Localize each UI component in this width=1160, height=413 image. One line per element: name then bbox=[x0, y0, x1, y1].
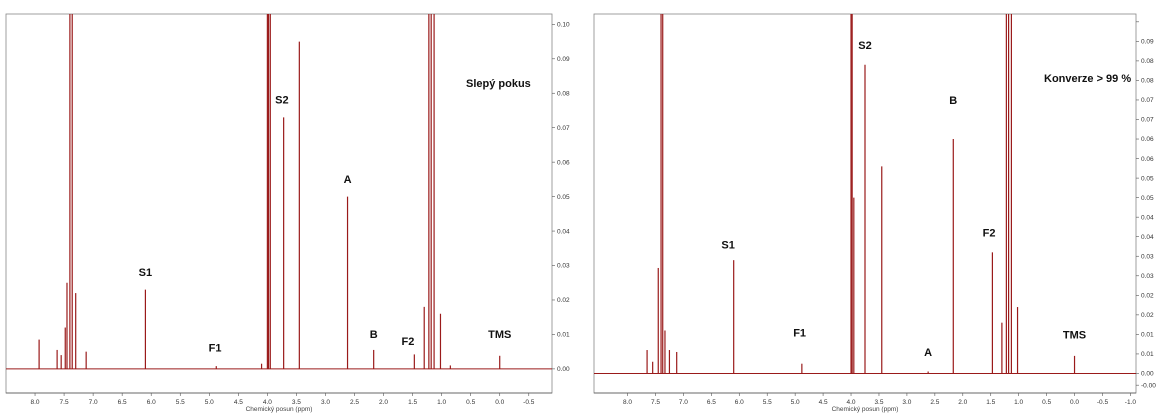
peak-label-a: A bbox=[924, 347, 932, 359]
x-tick-label: -0.5 bbox=[523, 399, 535, 406]
y-tick-label: 0.08 bbox=[1141, 78, 1154, 85]
y-axis: 0.00 0.01 0.02 0.03 0.04 0.05 0.06 0.07 0.08 0.09… bbox=[552, 22, 570, 373]
x-tick-label: 2.0 bbox=[379, 399, 388, 406]
y-tick-label: 0.04 bbox=[1141, 234, 1154, 241]
x-tick-label: 4.5 bbox=[819, 399, 828, 406]
x-tick-label: 2.5 bbox=[930, 399, 939, 406]
x-tick-label: 5.5 bbox=[176, 399, 185, 406]
x-tick-label: 5.0 bbox=[205, 399, 214, 406]
y-tick-label: 0.02 bbox=[1141, 293, 1154, 300]
x-tick-label: 7.5 bbox=[651, 399, 660, 406]
peak-label-s2: S2 bbox=[858, 40, 871, 52]
x-axis: 8.0 7.5 7.0 6.5 6.0 5.5 5.0 4.5 4.0 3.5 3.0 2.5 2.0 1… bbox=[6, 392, 552, 406]
x-tick-label: 3.0 bbox=[321, 399, 330, 406]
x-tick-label: 3.5 bbox=[874, 399, 883, 406]
x-tick-label: 1.5 bbox=[408, 399, 417, 406]
x-tick-label: 1.0 bbox=[437, 399, 446, 406]
y-tick-label: -0.00 bbox=[1141, 382, 1156, 389]
spectrum-plot-right: 8.0 7.5 7.0 6.5 6.0 5.5 5.0 4.5 4.0 3.5 3.0 2.5 2.0 1… bbox=[593, 13, 1156, 413]
x-tick-label: 4.5 bbox=[234, 399, 243, 406]
x-tick-label: 8.0 bbox=[623, 399, 632, 406]
y-tick-label: 0.05 bbox=[557, 194, 570, 201]
x-tick-label: 4.0 bbox=[847, 399, 856, 406]
y-tick-label: 0.07 bbox=[1141, 117, 1154, 124]
y-tick-label: 0.06 bbox=[1141, 136, 1154, 143]
peak-label-f2: F2 bbox=[983, 228, 996, 240]
x-tick-label: 8.0 bbox=[31, 399, 40, 406]
x-tick-label: 7.0 bbox=[89, 399, 98, 406]
y-tick-label: 0.00 bbox=[557, 366, 570, 373]
y-tick-label: 0.10 bbox=[557, 22, 570, 29]
y-tick-label: 0.07 bbox=[1141, 97, 1154, 104]
spectrum-area bbox=[594, 14, 1136, 374]
y-tick-label: 0.03 bbox=[557, 263, 570, 270]
y-tick-label: 0.01 bbox=[1141, 351, 1154, 358]
y-tick-label: 0.09 bbox=[557, 56, 570, 63]
x-axis: 8.0 7.5 7.0 6.5 6.0 5.5 5.0 4.5 4.0 3.5 3.0 2.5 2.0 1… bbox=[594, 392, 1137, 406]
x-tick-label: 0.0 bbox=[495, 399, 504, 406]
plot-frame bbox=[5, 13, 553, 394]
x-tick-label: 6.5 bbox=[707, 399, 716, 406]
peak-label-tms: TMS bbox=[488, 329, 511, 341]
x-tick-label: 1.5 bbox=[986, 399, 995, 406]
y-tick-label: 0.01 bbox=[1141, 332, 1154, 339]
y-tick-label: 0.05 bbox=[1141, 175, 1154, 182]
y-tick-label: 0.01 bbox=[557, 332, 570, 339]
y-tick-label: 0.02 bbox=[557, 297, 570, 304]
y-tick-label: 0.03 bbox=[1141, 253, 1154, 260]
y-tick-label: 0.04 bbox=[557, 228, 570, 235]
x-tick-label: 2.5 bbox=[350, 399, 359, 406]
x-tick-label: -0.5 bbox=[1097, 399, 1109, 406]
x-tick-label: 6.0 bbox=[735, 399, 744, 406]
peak-label-f2: F2 bbox=[402, 336, 415, 348]
x-tick-label: 0.0 bbox=[1070, 399, 1079, 406]
x-tick-label: 1.0 bbox=[1014, 399, 1023, 406]
peak-label-f1: F1 bbox=[209, 343, 222, 355]
x-tick-label: 7.5 bbox=[60, 399, 69, 406]
x-tick-label: 3.0 bbox=[902, 399, 911, 406]
chart-annotation: Konverze > 99 % bbox=[1044, 73, 1131, 85]
x-tick-label: 2.0 bbox=[958, 399, 967, 406]
x-tick-label: 6.0 bbox=[147, 399, 156, 406]
peak-label-f1: F1 bbox=[793, 327, 806, 339]
peak-label-a: A bbox=[344, 174, 352, 186]
peak-label-b: B bbox=[370, 329, 378, 341]
nmr-chart-konverze: 8.0 7.5 7.0 6.5 6.0 5.5 5.0 4.5 4.0 3.5 3.0 2.5 2.0 1… bbox=[590, 0, 1160, 413]
x-tick-label: 5.5 bbox=[763, 399, 772, 406]
x-axis-label: Chemický posun (ppm) bbox=[246, 406, 313, 413]
y-tick-label: 0.02 bbox=[1141, 312, 1154, 319]
y-tick-label: 0.07 bbox=[557, 125, 570, 132]
peak-label-s1: S1 bbox=[721, 239, 734, 251]
peak-label-b: B bbox=[949, 95, 957, 107]
x-tick-label: 0.5 bbox=[466, 399, 475, 406]
nmr-chart-slepy-pokus: 8.0 7.5 7.0 6.5 6.0 5.5 5.0 4.5 4.0 3.5 3.0 2.5 2.0 1… bbox=[0, 0, 572, 413]
y-axis: -0.00 0.00 0.01 0.01 0.02 0.02 0.03 0.03 0.04 0.0… bbox=[1136, 21, 1156, 389]
x-axis-label: Chemický posun (ppm) bbox=[832, 406, 899, 413]
peak-label-s1: S1 bbox=[139, 267, 152, 279]
y-tick-label: 0.08 bbox=[557, 90, 570, 97]
y-tick-label: 0.05 bbox=[1141, 195, 1154, 202]
peak-label-tms: TMS bbox=[1063, 329, 1086, 341]
spectrum-area bbox=[6, 14, 552, 370]
y-tick-label: 0.04 bbox=[1141, 214, 1154, 221]
y-tick-label: 0.06 bbox=[1141, 156, 1154, 163]
x-tick-label: 5.0 bbox=[791, 399, 800, 406]
x-tick-label: 4.0 bbox=[263, 399, 272, 406]
spectrum-plot-left: 8.0 7.5 7.0 6.5 6.0 5.5 5.0 4.5 4.0 3.5 3.0 2.5 2.0 1… bbox=[5, 13, 570, 413]
x-tick-label: 6.5 bbox=[118, 399, 127, 406]
x-tick-label: 0.5 bbox=[1042, 399, 1051, 406]
y-tick-label: 0.06 bbox=[557, 159, 570, 166]
x-tick-label: 3.5 bbox=[292, 399, 301, 406]
chart-annotation: Slepý pokus bbox=[466, 78, 531, 90]
y-tick-label: 0.08 bbox=[1141, 58, 1154, 65]
y-tick-label: 0.09 bbox=[1141, 39, 1154, 46]
y-tick-label: 0.03 bbox=[1141, 273, 1154, 280]
peak-label-s2: S2 bbox=[275, 95, 288, 107]
x-tick-label: -1.0 bbox=[1125, 399, 1137, 406]
x-tick-label: 7.0 bbox=[679, 399, 688, 406]
y-tick-label: 0.00 bbox=[1141, 371, 1154, 378]
